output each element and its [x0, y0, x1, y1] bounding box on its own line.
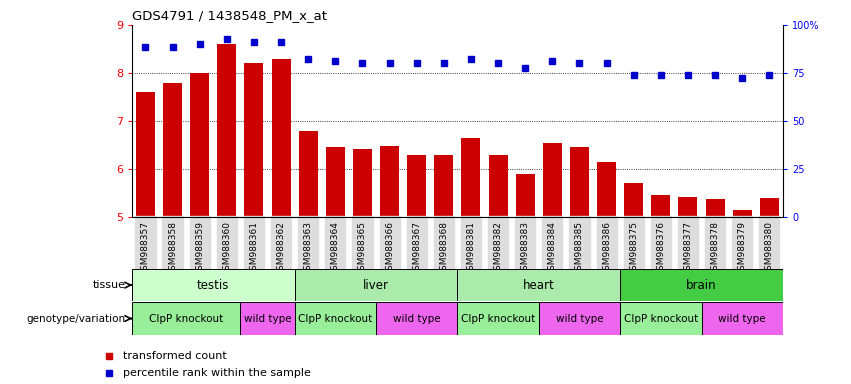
Bar — [701, 302, 783, 335]
Bar — [299, 131, 317, 217]
Bar — [191, 73, 209, 217]
Bar — [705, 199, 724, 217]
Bar — [132, 302, 241, 335]
Bar — [434, 155, 454, 217]
Bar — [543, 142, 562, 217]
Text: heart: heart — [523, 279, 555, 291]
Text: brain: brain — [686, 279, 717, 291]
Bar — [458, 269, 620, 301]
Bar — [294, 302, 376, 335]
Bar — [326, 147, 345, 217]
Bar — [241, 302, 294, 335]
Bar — [380, 146, 399, 217]
Bar — [539, 302, 620, 335]
Bar — [651, 195, 671, 217]
Text: tissue: tissue — [93, 280, 125, 290]
Text: percentile rank within the sample: percentile rank within the sample — [123, 368, 311, 378]
Bar — [163, 83, 182, 217]
Text: ClpP knockout: ClpP knockout — [149, 313, 223, 324]
Bar — [408, 155, 426, 217]
Bar — [217, 44, 237, 217]
Bar — [620, 269, 783, 301]
Bar — [461, 138, 481, 217]
Bar — [597, 162, 616, 217]
Bar — [132, 269, 294, 301]
Bar — [271, 59, 290, 217]
Bar — [458, 302, 539, 335]
Text: GDS4791 / 1438548_PM_x_at: GDS4791 / 1438548_PM_x_at — [132, 9, 327, 22]
Text: wild type: wild type — [556, 313, 603, 324]
Bar — [244, 63, 264, 217]
Bar — [488, 155, 507, 217]
Bar — [620, 302, 701, 335]
Text: ClpP knockout: ClpP knockout — [298, 313, 373, 324]
Text: ClpP knockout: ClpP knockout — [624, 313, 698, 324]
Text: genotype/variation: genotype/variation — [26, 313, 125, 324]
Bar — [294, 269, 458, 301]
Bar — [353, 149, 372, 217]
Text: wild type: wild type — [393, 313, 441, 324]
Bar — [570, 147, 589, 217]
Bar — [625, 184, 643, 217]
Bar — [760, 198, 779, 217]
Bar — [733, 210, 751, 217]
Text: wild type: wild type — [718, 313, 766, 324]
Text: testis: testis — [197, 279, 230, 291]
Text: wild type: wild type — [243, 313, 291, 324]
Text: liver: liver — [363, 279, 389, 291]
Text: transformed count: transformed count — [123, 351, 226, 361]
Text: ClpP knockout: ClpP knockout — [461, 313, 535, 324]
Bar — [678, 197, 698, 217]
Bar — [376, 302, 458, 335]
Bar — [516, 174, 534, 217]
Bar — [136, 92, 155, 217]
